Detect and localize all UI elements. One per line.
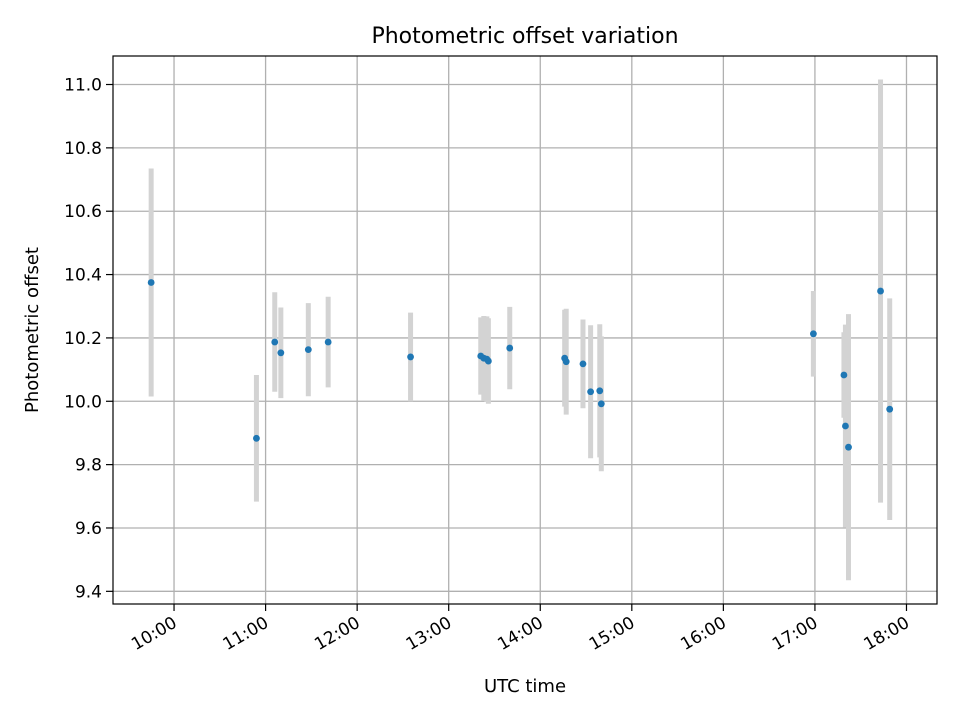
y-tick-label: 9.6: [75, 519, 102, 539]
data-point: [886, 405, 894, 413]
y-axis-label: Photometric offset: [22, 247, 43, 413]
y-tick-label: 9.8: [75, 456, 102, 476]
y-tick-label: 9.4: [75, 582, 102, 602]
data-point: [324, 338, 332, 346]
data-point: [304, 346, 312, 354]
data-point: [271, 338, 279, 346]
data-point: [407, 353, 414, 361]
data-points: [147, 279, 894, 451]
y-tick-label: 10.8: [64, 139, 102, 159]
data-point: [877, 287, 884, 295]
y-tick-label: 10.2: [64, 329, 102, 349]
data-point: [596, 387, 604, 395]
data-point: [484, 357, 492, 365]
data-point: [810, 330, 817, 338]
y-tick-label: 11.0: [64, 76, 102, 96]
data-point: [597, 400, 605, 408]
y-axis-ticks: 9.4 9.6 9.8 10.0 10.2 10.4 10.6 10.8 11.0: [64, 76, 113, 602]
data-point: [587, 388, 595, 396]
data-point: [562, 358, 570, 366]
chart-title: Photometric offset variation: [371, 24, 678, 49]
data-point: [842, 422, 849, 430]
y-tick-label: 10.0: [64, 392, 102, 412]
data-point: [579, 360, 587, 368]
y-tick-label: 10.6: [64, 202, 102, 222]
data-point: [277, 349, 285, 357]
data-point: [845, 443, 852, 451]
data-point: [840, 371, 848, 379]
plot-frame: [112, 55, 938, 605]
data-point: [147, 279, 155, 286]
x-axis-label: UTC time: [484, 676, 566, 697]
data-point: [506, 344, 514, 352]
y-tick-label: 10.4: [64, 266, 102, 286]
data-point: [253, 434, 260, 442]
